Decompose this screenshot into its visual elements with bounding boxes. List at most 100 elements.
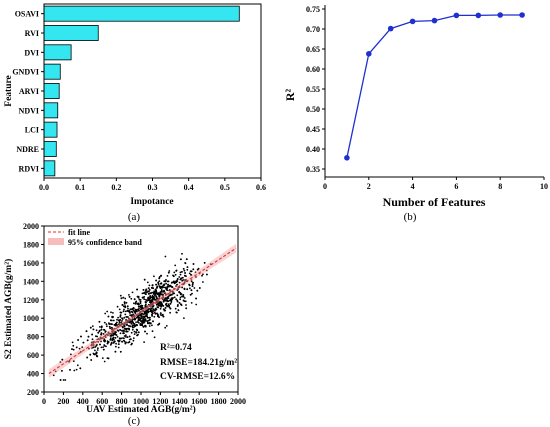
category-label-lci: LCI bbox=[25, 126, 39, 135]
chart-c-point bbox=[151, 312, 154, 315]
chart-c-point bbox=[117, 316, 119, 319]
chart-c-point bbox=[165, 304, 168, 307]
chart-c-point bbox=[104, 336, 107, 339]
chart-c-point bbox=[125, 301, 128, 304]
chart-c-point bbox=[103, 360, 106, 363]
chart-c-point bbox=[152, 304, 155, 306]
chart-c-point bbox=[116, 336, 119, 338]
chart-c-point bbox=[141, 324, 144, 327]
chart-c-point bbox=[120, 321, 123, 324]
chart-b-ylabel: R² bbox=[283, 88, 297, 101]
chart-c-point bbox=[142, 317, 145, 320]
chart-a-xtick-label: 0.0 bbox=[39, 183, 49, 192]
chart-c-point bbox=[115, 342, 117, 345]
chart-c-point bbox=[173, 296, 176, 299]
chart-c-point bbox=[105, 323, 108, 326]
chart-c-point bbox=[128, 296, 131, 298]
chart-c-point bbox=[151, 313, 153, 316]
chart-c-point bbox=[186, 288, 189, 291]
chart-c-point bbox=[158, 280, 161, 282]
chart-c-point bbox=[141, 312, 143, 315]
chart-b-panel-label: (b) bbox=[404, 211, 417, 223]
chart-c-point bbox=[124, 310, 127, 313]
chart-c-point bbox=[179, 296, 182, 299]
chart-c-point bbox=[174, 307, 177, 310]
chart-c-point bbox=[54, 370, 57, 373]
chart-c-point bbox=[142, 322, 145, 324]
chart-c-point bbox=[158, 300, 161, 303]
chart-c-point bbox=[137, 297, 140, 299]
category-label-rdvi: RDVI bbox=[19, 164, 39, 173]
chart-c-point bbox=[169, 302, 172, 305]
chart-c-point bbox=[176, 283, 179, 286]
chart-c-point bbox=[135, 309, 138, 312]
chart-c-point bbox=[179, 271, 182, 274]
category-label-rvi: RVI bbox=[25, 29, 39, 38]
chart-c-xtick-label: 400 bbox=[77, 397, 89, 406]
chart-c-point bbox=[110, 342, 113, 345]
chart-c-point bbox=[154, 307, 157, 310]
chart-c-point bbox=[127, 294, 130, 296]
chart-c-point bbox=[177, 304, 179, 306]
chart-b-series-line bbox=[346, 14, 523, 158]
chart-c-point bbox=[146, 291, 148, 294]
chart-c-point bbox=[133, 298, 136, 301]
chart-c-point bbox=[129, 308, 132, 311]
chart-c-point bbox=[165, 282, 168, 285]
chart-b-ytick-label: 0.35 bbox=[306, 165, 320, 174]
chart-c-point bbox=[169, 298, 172, 301]
chart-c-point bbox=[136, 288, 139, 291]
chart-b-point bbox=[366, 51, 372, 57]
chart-c-point bbox=[93, 353, 95, 356]
chart-c-point bbox=[165, 303, 167, 306]
chart-c-point bbox=[148, 325, 151, 327]
chart-c-point bbox=[81, 346, 84, 348]
chart-c-point bbox=[155, 279, 158, 282]
chart-c-point bbox=[171, 293, 173, 296]
chart-b-point bbox=[497, 12, 504, 18]
legend-band-label: 95% confidence band bbox=[68, 238, 142, 247]
chart-b-ytick-label: 0.70 bbox=[306, 25, 320, 34]
chart-c-point bbox=[102, 348, 105, 351]
chart-c-point bbox=[124, 324, 126, 326]
chart-c-point bbox=[192, 263, 195, 265]
chart-c-point bbox=[155, 291, 158, 293]
chart-c-point bbox=[85, 330, 88, 333]
chart-c-point bbox=[124, 313, 127, 316]
chart-c-point bbox=[136, 295, 139, 298]
chart-c-point bbox=[143, 312, 146, 314]
chart-c-point bbox=[176, 300, 179, 303]
category-label-dvi: DVI bbox=[24, 48, 39, 57]
chart-c-point bbox=[144, 301, 147, 303]
chart-c-point bbox=[152, 320, 154, 323]
legend-fit-line-label: fit line bbox=[68, 228, 90, 237]
chart-c-point bbox=[104, 330, 107, 333]
chart-c-point bbox=[79, 367, 82, 370]
chart-c-ylabel: S2 Estimated AGB(g/m²) bbox=[3, 259, 14, 360]
chart-c-point bbox=[131, 291, 134, 294]
chart-c-point bbox=[122, 310, 125, 313]
chart-a-xtick-label: 0.2 bbox=[111, 183, 121, 192]
chart-b-xtick-label: 2 bbox=[367, 182, 371, 191]
chart-c-point bbox=[114, 350, 117, 353]
chart-c-point bbox=[123, 303, 126, 305]
chart-c-point bbox=[151, 330, 154, 333]
chart-c-point bbox=[122, 329, 125, 332]
category-label-ndvi: NDVI bbox=[19, 106, 39, 115]
chart-c-point bbox=[86, 356, 89, 359]
chart-c-ytick-label: 1000 bbox=[23, 314, 39, 323]
chart-c-point bbox=[184, 262, 187, 264]
bar-arvi bbox=[43, 83, 60, 99]
chart-a: 0.0 0.1 0.2 0.3 0.4 0.5 0.6 OSAVI RVI DVI GNDVI AR… bbox=[4, 3, 266, 223]
chart-c-point bbox=[125, 336, 127, 338]
chart-c-point bbox=[188, 272, 191, 275]
chart-c-point bbox=[96, 355, 99, 357]
chart-c-point bbox=[140, 320, 143, 323]
chart-b-xtick-label: 0 bbox=[323, 182, 327, 191]
chart-c-point bbox=[134, 311, 137, 314]
chart-c-point bbox=[158, 293, 161, 296]
chart-c-point bbox=[159, 292, 162, 295]
chart-c-point bbox=[146, 316, 149, 319]
chart-c-point bbox=[162, 313, 164, 316]
chart-c-point bbox=[142, 313, 145, 316]
